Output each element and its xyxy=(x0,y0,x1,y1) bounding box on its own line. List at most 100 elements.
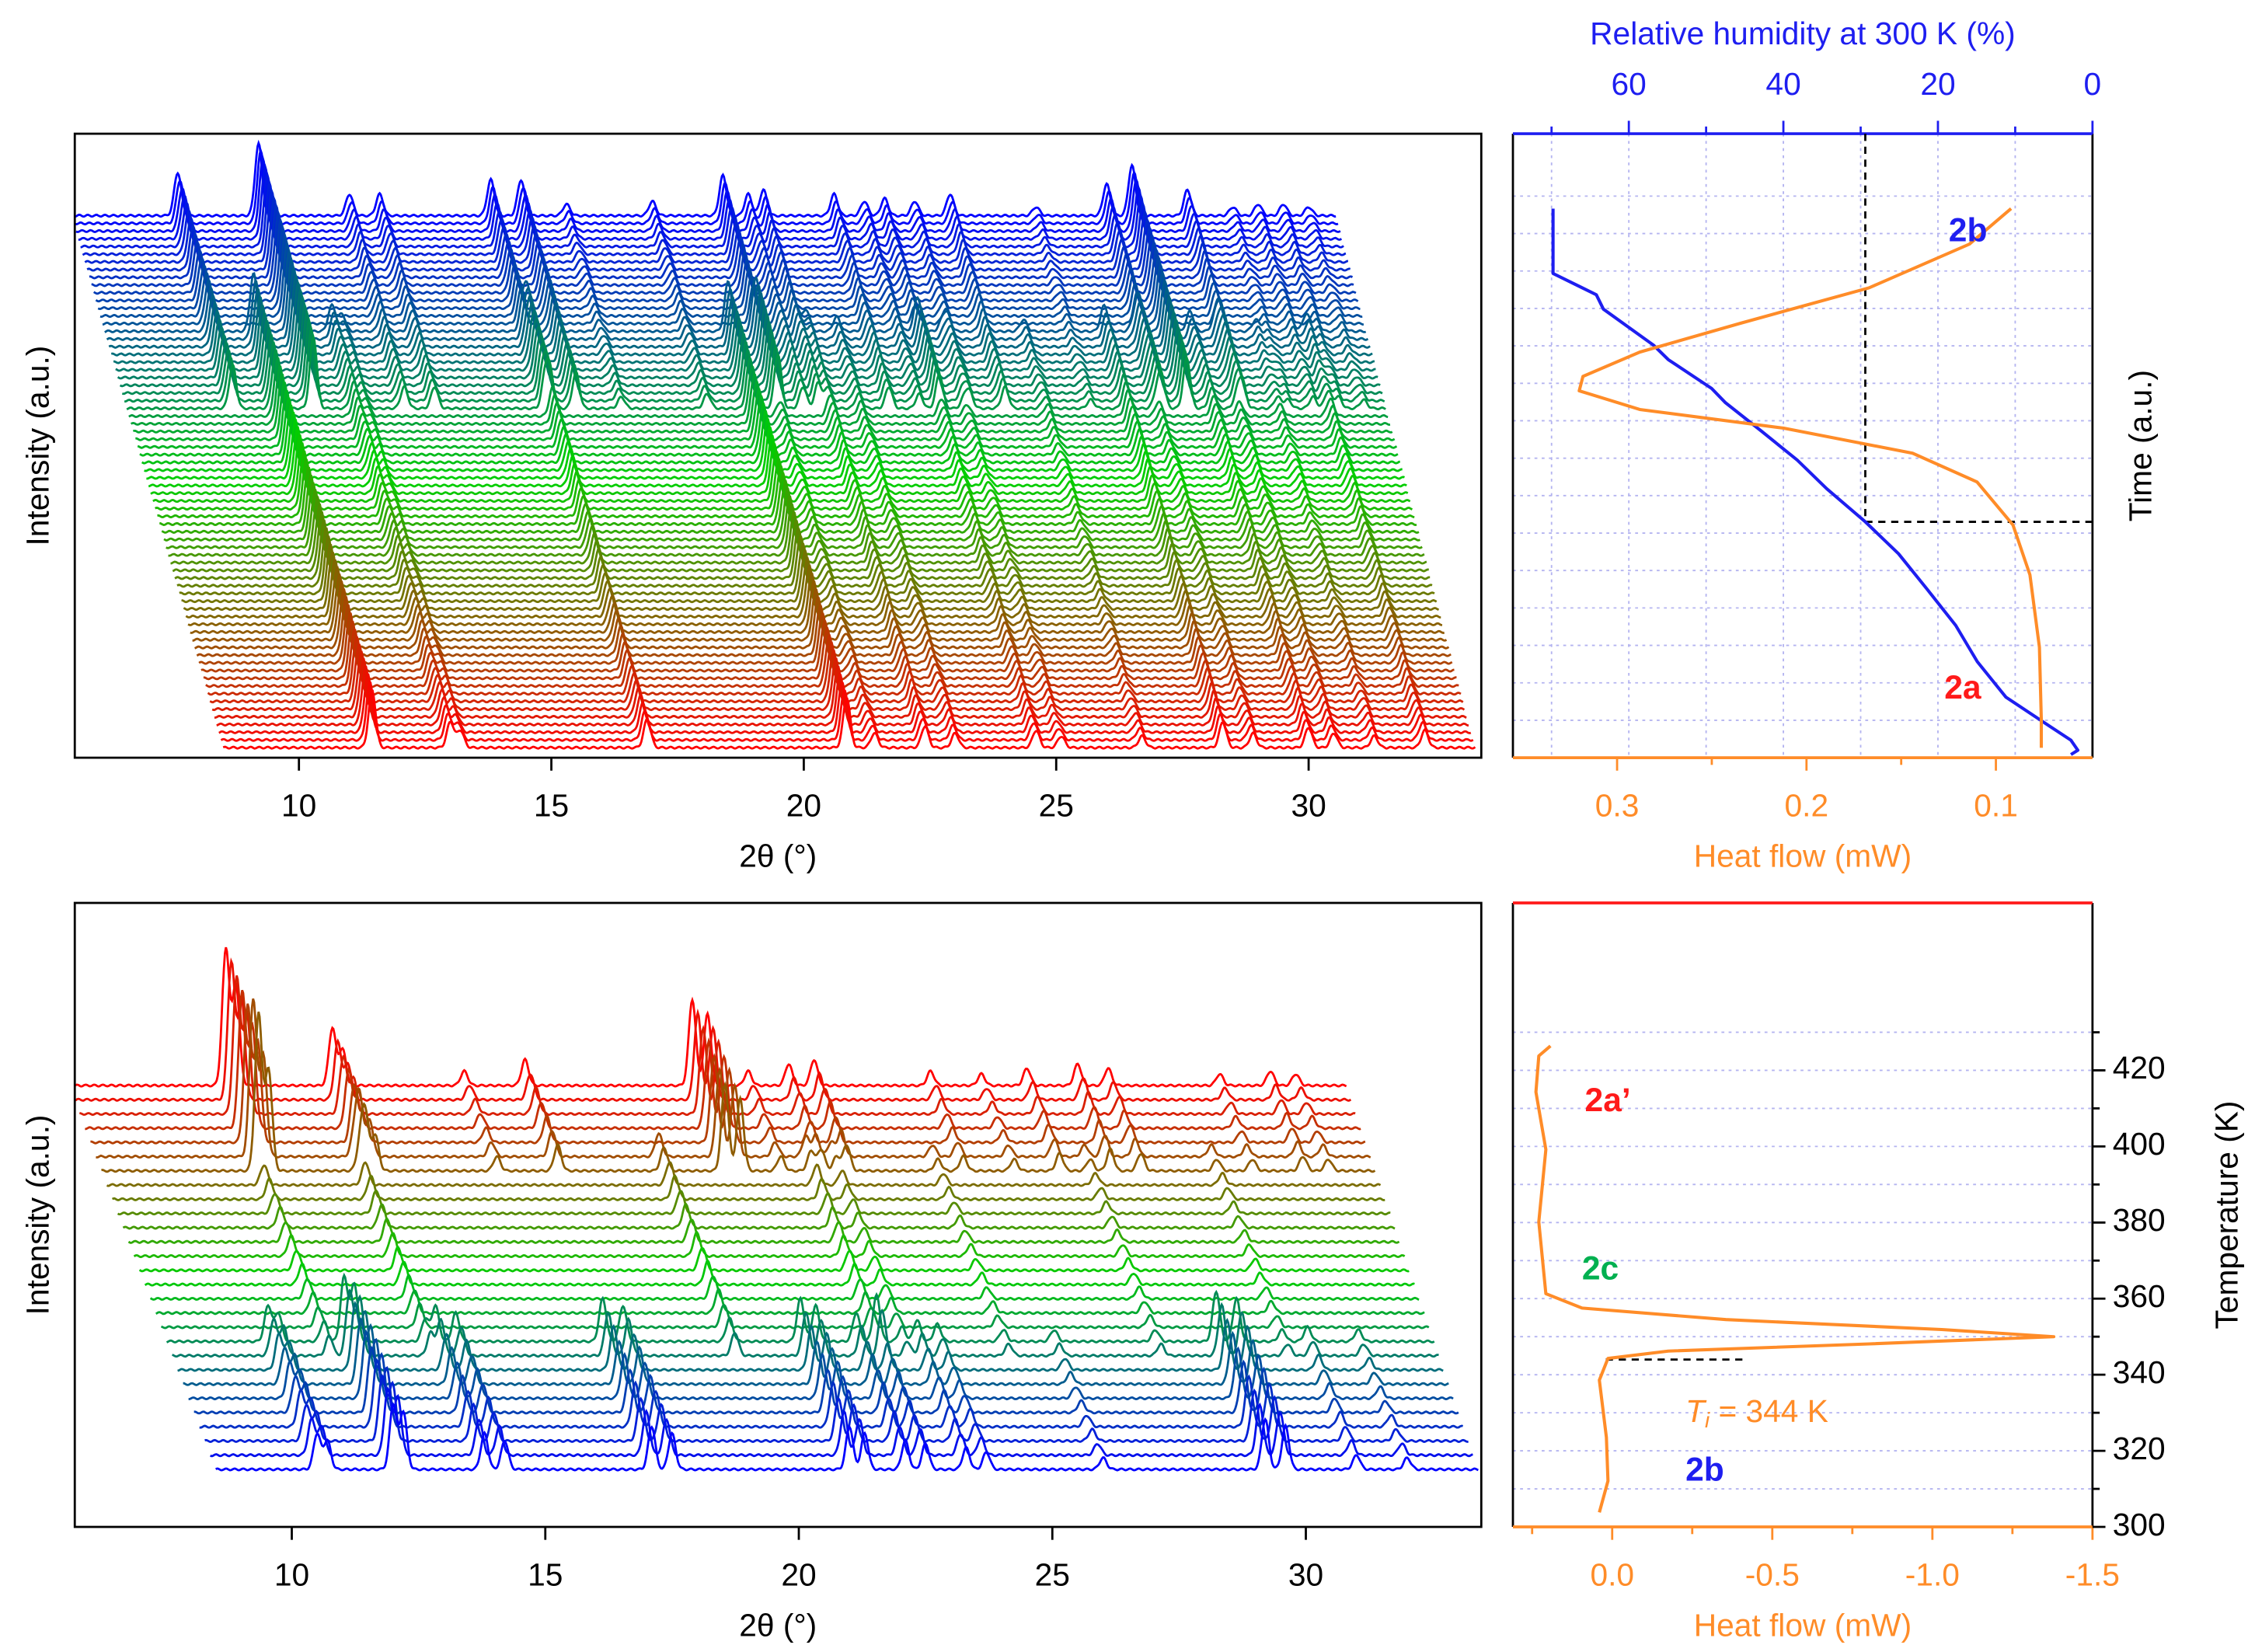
traces xyxy=(75,139,1476,750)
trace xyxy=(200,611,1455,673)
x2-tick-label: 60 xyxy=(1612,66,1647,102)
trace xyxy=(179,534,1435,596)
x-tick-label: -1.5 xyxy=(2065,1557,2120,1593)
x-tick-label: 10 xyxy=(281,788,316,824)
annotation: 2a’ xyxy=(1585,1082,1631,1119)
x-tick-label: 15 xyxy=(528,1557,563,1593)
trace xyxy=(139,397,1399,457)
y-tick-label: 320 xyxy=(2113,1431,2166,1466)
x-tick-label: 30 xyxy=(1291,788,1326,824)
trace xyxy=(111,1174,1385,1201)
trace xyxy=(75,139,1337,218)
trace xyxy=(166,1272,1435,1344)
annotation-part: i xyxy=(1705,1408,1710,1432)
annotation-part: 2b xyxy=(1949,212,1988,249)
annotation: 2b xyxy=(1685,1452,1724,1489)
annotation: 2c xyxy=(1582,1250,1619,1288)
trace xyxy=(117,1189,1391,1216)
trace xyxy=(122,1202,1396,1230)
trace xyxy=(101,1011,1376,1173)
trace xyxy=(75,147,1339,226)
trace xyxy=(82,179,1347,256)
x-tick-label: -1.0 xyxy=(1905,1557,1960,1593)
x2-axis-title: Relative humidity at 300 K (%) xyxy=(1590,16,2016,51)
trace xyxy=(144,1259,1415,1287)
y-tick-label: 300 xyxy=(2113,1507,2166,1542)
trace xyxy=(203,619,1457,681)
trace xyxy=(177,1300,1444,1372)
x2-tick-label: 40 xyxy=(1765,66,1800,102)
x2-tick-label: 20 xyxy=(1920,66,1955,102)
trace xyxy=(75,957,1352,1102)
y-axis-title: Intensity (a.u.) xyxy=(20,346,56,546)
y-tick-label: 360 xyxy=(2113,1278,2166,1314)
trace xyxy=(75,155,1341,233)
y-tick-label: 380 xyxy=(2113,1202,2166,1238)
trace xyxy=(215,1402,1479,1472)
annotation: 2b xyxy=(1949,212,1988,249)
trace xyxy=(148,426,1407,488)
trace xyxy=(198,604,1453,665)
trace xyxy=(138,1246,1410,1273)
x-tick-label: 0.2 xyxy=(1785,788,1829,824)
annotation-part: 2c xyxy=(1582,1250,1619,1288)
trace xyxy=(79,975,1356,1117)
x-axis-title: 2θ (°) xyxy=(739,838,817,873)
trace xyxy=(127,1217,1400,1244)
trace xyxy=(144,411,1403,472)
x-tick-label: -0.5 xyxy=(1745,1557,1800,1593)
trace xyxy=(106,1161,1382,1187)
x-tick-label: 20 xyxy=(781,1557,816,1593)
x-axis-title: Heat flow (mW) xyxy=(1694,1607,1912,1643)
trace xyxy=(90,1003,1366,1145)
annotation-part: T xyxy=(1685,1393,1707,1429)
annotation-part: 2a xyxy=(1944,669,1981,706)
y-tick-label: 420 xyxy=(2113,1050,2166,1086)
trace xyxy=(210,1386,1473,1458)
series-line xyxy=(1534,1044,2056,1513)
trace xyxy=(222,688,1476,750)
x-tick-label: 25 xyxy=(1039,788,1074,824)
plot-frame xyxy=(73,901,1483,1528)
trace xyxy=(181,542,1438,604)
annotation-part: = 344 K xyxy=(1710,1393,1828,1429)
y-tick-label: 340 xyxy=(2113,1354,2166,1390)
trace xyxy=(84,187,1348,264)
trace xyxy=(146,418,1406,480)
traces xyxy=(75,946,1479,1472)
x-tick-label: 25 xyxy=(1035,1557,1070,1593)
y-axis-title: Intensity (a.u.) xyxy=(20,1115,56,1316)
x-tick-label: 10 xyxy=(274,1557,309,1593)
x-tick-label: 0.3 xyxy=(1595,788,1640,824)
x-tick-label: 15 xyxy=(534,788,569,824)
series-line xyxy=(1551,208,2080,756)
trace xyxy=(89,202,1354,280)
trace xyxy=(174,518,1431,580)
annotation-part: 2a’ xyxy=(1585,1082,1631,1119)
trace xyxy=(133,1230,1406,1259)
trace xyxy=(102,248,1365,326)
x-axis-title: Heat flow (mW) xyxy=(1694,838,1912,873)
trace xyxy=(176,526,1433,588)
x-tick-label: 20 xyxy=(786,788,821,824)
trace xyxy=(85,989,1361,1131)
y-axis-title: Temperature (K) xyxy=(2208,1100,2244,1329)
trace xyxy=(78,163,1343,241)
trace xyxy=(91,209,1354,288)
annotation: Ti = 344 K xyxy=(1685,1393,1828,1433)
y-axis-title: Time (a.u.) xyxy=(2122,370,2158,521)
x-axis-title: 2θ (°) xyxy=(739,1607,817,1643)
trace xyxy=(183,551,1440,612)
trace xyxy=(141,404,1401,465)
trace xyxy=(80,171,1344,249)
trace xyxy=(185,559,1441,619)
trace xyxy=(75,946,1347,1088)
y-tick-label: 400 xyxy=(2113,1126,2166,1162)
trace xyxy=(86,195,1351,272)
x-tick-label: 30 xyxy=(1288,1557,1323,1593)
annotation: 2a xyxy=(1944,669,1981,706)
trace xyxy=(96,998,1371,1159)
annotation-part: 2b xyxy=(1685,1452,1724,1489)
